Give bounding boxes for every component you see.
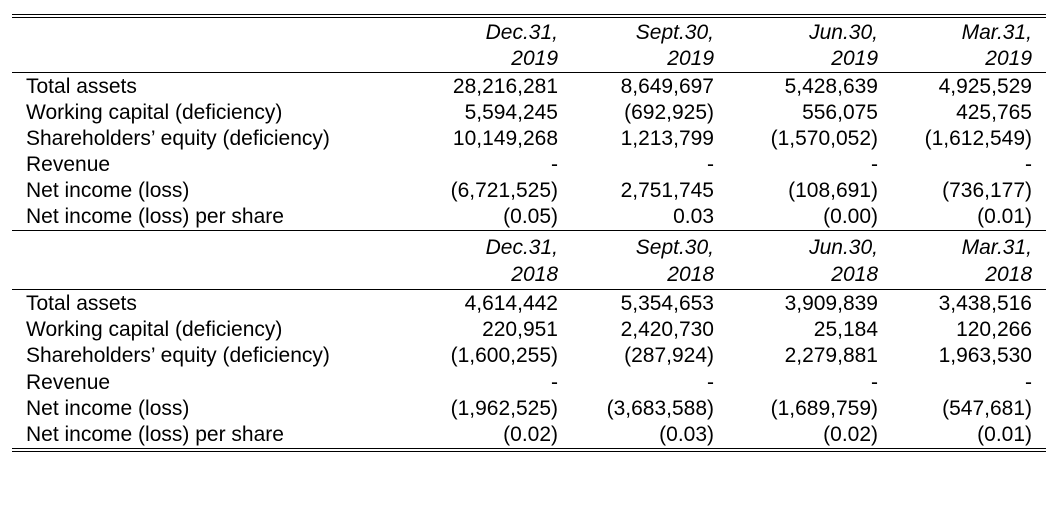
row-value: 4,925,529 <box>938 75 1032 98</box>
bottom-rule-outer <box>12 451 1046 452</box>
table-row: Net income (loss) per share (0.02) (0.03… <box>12 422 1046 448</box>
table-row: Total assets 4,614,442 5,354,653 3,909,8… <box>12 291 1046 317</box>
row-value: (6,721,525) <box>450 179 558 202</box>
row-value: - <box>707 371 714 394</box>
section-2018-header-line1: Dec.31, Sept.30, Jun.30, Mar.31, <box>12 235 1046 261</box>
period-year: 2018 <box>511 263 558 286</box>
period-header: Sept.30, <box>635 236 714 259</box>
period-header: Dec.31, <box>485 236 558 259</box>
row-value: (0.05) <box>503 205 558 228</box>
row-value: 425,765 <box>956 101 1032 124</box>
period-header: Mar.31, <box>961 21 1032 44</box>
section-divider-rule <box>12 230 1046 231</box>
row-value: 0.03 <box>673 205 714 228</box>
row-value: (1,600,255) <box>450 344 558 367</box>
row-value: 10,149,268 <box>452 127 558 150</box>
row-label: Net income (loss) per share <box>26 205 284 228</box>
row-value: - <box>1025 371 1032 394</box>
period-year: 2019 <box>511 47 558 70</box>
row-value: 1,213,799 <box>620 127 714 150</box>
row-value: 556,075 <box>802 101 878 124</box>
row-value: (0.02) <box>823 423 878 446</box>
row-value: (0.01) <box>977 423 1032 446</box>
row-value: (108,691) <box>788 179 878 202</box>
row-value: (0.03) <box>659 423 714 446</box>
bottom-rule-inner <box>12 448 1046 449</box>
table-row: Shareholders’ equity (deficiency) (1,600… <box>12 343 1046 369</box>
row-value: 2,420,730 <box>620 318 714 341</box>
row-value: (0.01) <box>977 205 1032 228</box>
row-label: Net income (loss) <box>26 397 190 420</box>
row-value: - <box>871 371 878 394</box>
table-row: Working capital (deficiency) 220,951 2,4… <box>12 317 1046 343</box>
period-header: Jun.30, <box>809 21 878 44</box>
row-label: Shareholders’ equity (deficiency) <box>26 344 330 367</box>
table-row: Total assets 28,216,281 8,649,697 5,428,… <box>12 74 1046 100</box>
table-row: Revenue - - - - <box>12 152 1046 178</box>
row-value: (3,683,588) <box>606 397 714 420</box>
section-2019-header-rule <box>12 72 1046 73</box>
row-label: Shareholders’ equity (deficiency) <box>26 127 330 150</box>
row-value: - <box>871 153 878 176</box>
row-value: 120,266 <box>956 318 1032 341</box>
period-year: 2019 <box>667 47 714 70</box>
period-year: 2019 <box>831 47 878 70</box>
row-value: 2,751,745 <box>620 179 714 202</box>
row-value: 3,909,839 <box>784 292 878 315</box>
row-value: 1,963,530 <box>938 344 1032 367</box>
row-value: (1,612,549) <box>924 127 1032 150</box>
period-header: Jun.30, <box>809 236 878 259</box>
row-value: (547,681) <box>942 397 1032 420</box>
period-header: Mar.31, <box>961 236 1032 259</box>
row-value: (692,925) <box>624 101 714 124</box>
row-value: 8,649,697 <box>620 75 714 98</box>
period-year: 2018 <box>831 263 878 286</box>
row-label: Revenue <box>26 153 111 176</box>
row-value: (1,962,525) <box>450 397 558 420</box>
row-value: 5,428,639 <box>784 75 878 98</box>
row-label: Revenue <box>26 371 111 394</box>
top-rule-outer <box>12 14 1046 15</box>
row-value: 220,951 <box>482 318 558 341</box>
section-2019-header-line2: 2019 2019 2019 2019 <box>12 46 1046 72</box>
period-header: Dec.31, <box>485 21 558 44</box>
row-value: 4,614,442 <box>464 292 558 315</box>
row-label: Net income (loss) <box>26 179 190 202</box>
row-value: 5,354,653 <box>620 292 714 315</box>
row-value: 25,184 <box>813 318 878 341</box>
row-value: (1,689,759) <box>770 397 878 420</box>
table-row: Revenue - - - - <box>12 370 1046 396</box>
period-year: 2018 <box>667 263 714 286</box>
row-value: - <box>1025 153 1032 176</box>
row-value: (1,570,052) <box>770 127 878 150</box>
top-rule-inner <box>12 17 1046 18</box>
table-row: Net income (loss) (6,721,525) 2,751,745 … <box>12 178 1046 204</box>
section-2018-header-line2: 2018 2018 2018 2018 <box>12 262 1046 288</box>
row-value: (736,177) <box>942 179 1032 202</box>
row-value: - <box>551 153 558 176</box>
row-value: - <box>707 153 714 176</box>
row-label: Working capital (deficiency) <box>26 101 283 124</box>
table-row: Shareholders’ equity (deficiency) 10,149… <box>12 126 1046 152</box>
section-2018-header-rule <box>12 289 1046 290</box>
row-value: (0.00) <box>823 205 878 228</box>
period-header: Sept.30, <box>635 21 714 44</box>
row-value: - <box>551 371 558 394</box>
row-label: Working capital (deficiency) <box>26 318 283 341</box>
row-value: 5,594,245 <box>464 101 558 124</box>
row-value: (0.02) <box>503 423 558 446</box>
row-value: 3,438,516 <box>938 292 1032 315</box>
row-value: 2,279,881 <box>784 344 878 367</box>
table-row: Net income (loss) (1,962,525) (3,683,588… <box>12 396 1046 422</box>
period-year: 2018 <box>985 263 1032 286</box>
row-label: Total assets <box>26 75 137 98</box>
period-year: 2019 <box>985 47 1032 70</box>
row-label: Net income (loss) per share <box>26 423 284 446</box>
row-value: (287,924) <box>624 344 714 367</box>
table-row: Net income (loss) per share (0.05) 0.03 … <box>12 204 1046 230</box>
section-2019-header-line1: Dec.31, Sept.30, Jun.30, Mar.31, <box>12 20 1046 46</box>
row-label: Total assets <box>26 292 137 315</box>
table-row: Working capital (deficiency) 5,594,245 (… <box>12 100 1046 126</box>
row-value: 28,216,281 <box>452 75 558 98</box>
